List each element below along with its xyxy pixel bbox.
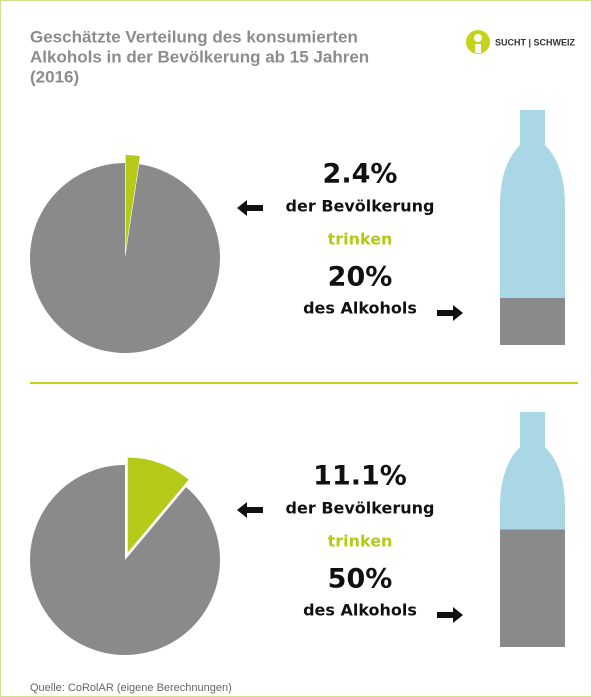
bottle-fill xyxy=(500,298,565,345)
title-line: (2016) xyxy=(30,67,79,86)
source: Quelle: CoRolAR (eigene Berechnungen) xyxy=(30,682,232,694)
infographic: Geschätzte Verteilung des konsumierten A… xyxy=(0,0,592,697)
alcohol-share: 50% xyxy=(328,564,393,595)
verb: trinken xyxy=(328,230,393,249)
verb: trinken xyxy=(328,532,393,551)
pie-rest xyxy=(30,163,220,353)
alcohol-text: des Alkohols xyxy=(303,601,417,620)
logo-icon xyxy=(475,44,481,53)
population-share: 2.4% xyxy=(323,159,398,190)
population-text: der Bevölkerung xyxy=(286,499,435,518)
title-line: Geschätzte Verteilung des konsumierten xyxy=(30,27,358,46)
population-share: 11.1% xyxy=(313,461,407,492)
bottle-fill xyxy=(500,530,565,648)
population-text: der Bevölkerung xyxy=(286,197,435,216)
title-line: Alkohols in der Bevölkerung ab 15 Jahren xyxy=(30,47,369,66)
alcohol-text: des Alkohols xyxy=(303,299,417,318)
alcohol-share: 20% xyxy=(328,262,393,293)
logo-icon xyxy=(474,34,482,42)
logo: SUCHT | SCHWEIZ xyxy=(495,37,576,47)
